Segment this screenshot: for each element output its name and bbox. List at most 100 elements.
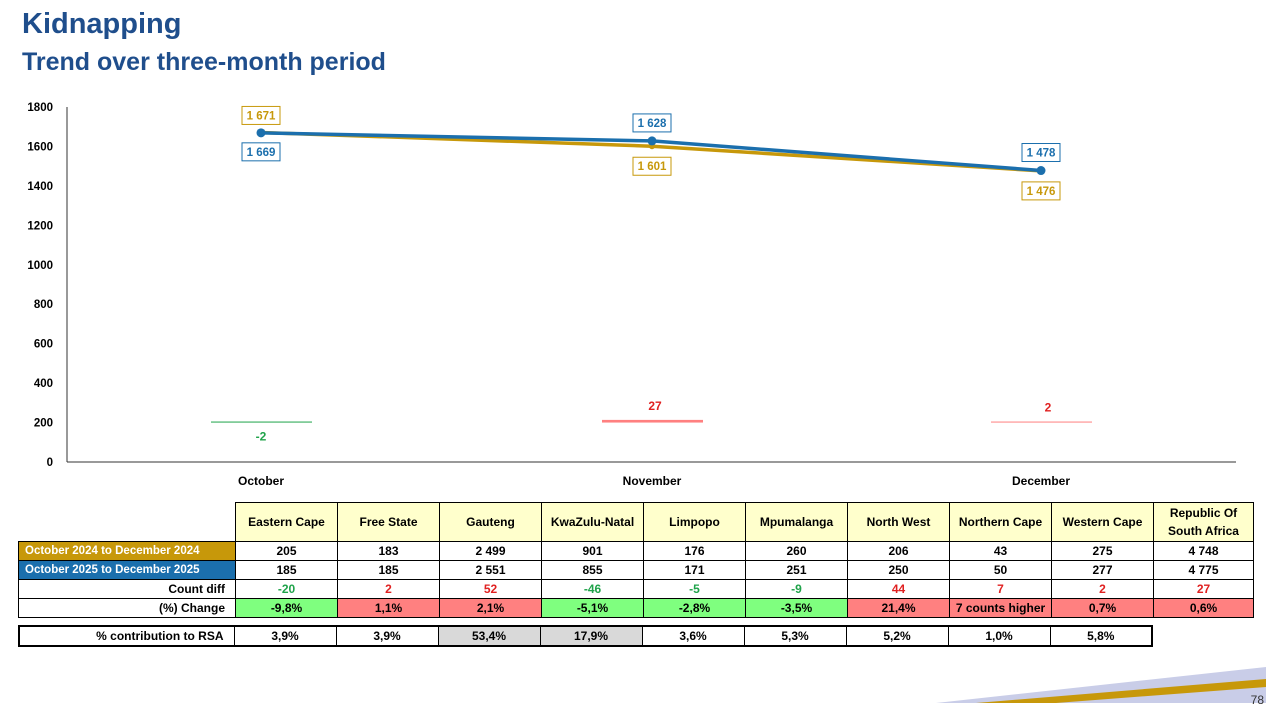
data-label-2025-box [632,113,672,133]
table-row: October 2024 to December 2024 205 183 2 499… [18,541,1254,561]
table-cell: -20 [235,579,338,599]
table-cell: 250 [847,560,950,580]
data-label-2024-box [1021,181,1061,201]
row-label: Count diff [18,579,236,599]
trend-chart: 0 200 400 600 800 1000 1200 1400 1600 1800 October… [27,102,1236,488]
contribution-cell: 3,6% [641,625,745,647]
contribution-cell: 3,9% [233,625,337,647]
row-label: October 2024 to December 2024 [18,541,236,561]
province-table: Eastern Cape Free State Gauteng KwaZulu-Nat… [18,502,1254,618]
table-cell: 7 [949,579,1052,599]
table-cell: 183 [337,541,440,561]
contribution-cell: 5,3% [743,625,847,647]
contribution-row: % contribution to RSA 3,9% 3,9% 53,4% 17,9% 3… [18,625,1153,647]
table-cell: 855 [541,560,644,580]
y-tick-label: 1000 [27,260,53,272]
x-tick-label: November [623,474,682,488]
data-point [647,136,657,146]
table-cell: 27 [1153,579,1254,599]
table-cell: 171 [643,560,746,580]
data-label-2025: 1 628 [638,118,667,130]
table-cell: -9 [745,579,848,599]
column-header: Republic Of South Africa [1153,502,1254,542]
table-cell: 2 551 [439,560,542,580]
table-corner [19,503,236,542]
difference-bar [602,419,703,423]
column-header: KwaZulu-Natal [541,502,644,542]
data-label-2024: 1 671 [247,110,276,122]
table-cell: 2 [1051,579,1154,599]
table-cell: 275 [1051,541,1154,561]
column-header: Northern Cape [949,502,1052,542]
data-point [1036,166,1046,176]
page-subtitle: Trend over three-month period [22,48,386,76]
data-label-2025-box [1021,143,1061,163]
y-tick-label: 1200 [27,220,53,232]
page-number: 78 [1250,693,1264,707]
contribution-cell: 1,0% [947,625,1051,647]
table-cell: 205 [235,541,338,561]
table-cell: 176 [643,541,746,561]
y-tick-label: 1400 [27,181,53,193]
table-cell: 185 [235,560,338,580]
column-header: Eastern Cape [235,502,338,542]
table-row: Count diff -20 2 52 -46 -5 -9 44 7 2 27 [18,579,1254,599]
table-row: October 2025 to December 2025 185 185 2 551… [18,560,1254,580]
table-cell: 44 [847,579,950,599]
column-header: Mpumalanga [745,502,848,542]
row-label: (%) Change [18,598,236,618]
table-cell: 260 [745,541,848,561]
difference-label: 27 [648,399,662,413]
x-tick-label: December [1012,474,1070,488]
table-row: (%) Change -9,8% 1,1% 2,1% -5,1% -2,8% -3,5% 21… [18,598,1254,618]
table-cell: 2 499 [439,541,542,561]
row-label: % contribution to RSA [18,625,235,647]
data-label-2024-box [241,105,281,125]
table-cell: -9,8% [235,598,338,618]
table-cell: 4 775 [1153,560,1254,580]
table-cell: 2,1% [439,598,542,618]
contribution-cell: 3,9% [335,625,439,647]
column-header: Western Cape [1051,502,1154,542]
table-cell: 251 [745,560,848,580]
contribution-table: % contribution to RSA 3,9% 3,9% 53,4% 17,9% 3… [18,625,1153,647]
x-tick-label: October [238,474,284,488]
difference-bar [991,421,1092,423]
data-label-2024-box [632,156,672,176]
table-cell: -3,5% [745,598,848,618]
difference-label: 2 [1045,401,1052,415]
data-label-2025: 1 478 [1027,148,1056,160]
data-point [256,128,266,138]
table-cell: 2 [337,579,440,599]
table-cell: -2,8% [643,598,746,618]
table-cell: 901 [541,541,644,561]
table-cell: 4 748 [1153,541,1254,561]
difference-bar [211,421,312,423]
table-cell: 50 [949,560,1052,580]
column-header: Limpopo [643,502,746,542]
y-tick-label: 1800 [27,102,53,114]
table-cell: -5,1% [541,598,644,618]
difference-label: -2 [256,430,267,444]
decorative-swoosh [936,667,1266,703]
table-cell: 52 [439,579,542,599]
y-tick-label: 800 [34,299,53,311]
y-tick-label: 400 [34,378,53,390]
contribution-cell: 5,2% [845,625,949,647]
column-header: North West [847,502,950,542]
data-label-2024: 1 476 [1027,186,1056,198]
data-label-2025: 1 669 [247,147,276,159]
table-cell: -46 [541,579,644,599]
table-cell: 0,6% [1153,598,1254,618]
column-header: Gauteng [439,502,542,542]
contribution-cell: 5,8% [1049,625,1153,647]
y-tick-label: 600 [34,339,53,351]
table-cell: 7 counts higher [949,598,1052,618]
table-cell: 21,4% [847,598,950,618]
row-label: October 2025 to December 2025 [18,560,236,580]
y-tick-label: 0 [47,457,53,469]
table-cell: 206 [847,541,950,561]
table-cell: 1,1% [337,598,440,618]
table-cell: 185 [337,560,440,580]
y-tick-label: 1600 [27,141,53,153]
